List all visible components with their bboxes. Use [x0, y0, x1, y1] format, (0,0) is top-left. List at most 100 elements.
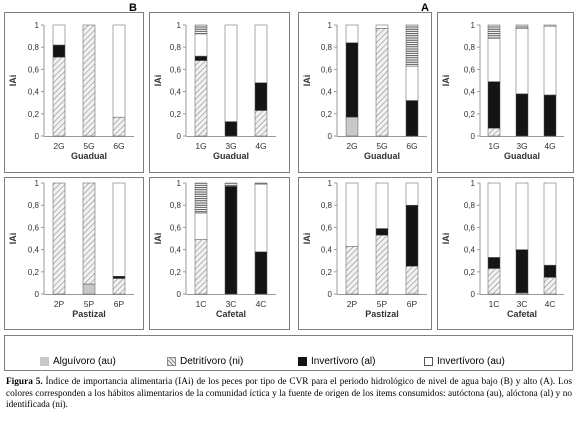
y-axis-label: IAi — [153, 75, 163, 87]
bar-segment-ni_det — [112, 278, 126, 295]
bar-segment-au_inv — [543, 182, 557, 266]
y-tick-label: 0 — [328, 290, 333, 299]
subplot-1: 0 0,2 0,4 0,6 0,8 1 IAi 2G 5G 6G Guadual — [4, 12, 144, 173]
x-tick-label: 4G — [544, 141, 555, 151]
y-tick-label: 0,4 — [464, 88, 476, 97]
y-tick-label: 0,8 — [321, 43, 333, 52]
x-tick-label: 1C — [196, 299, 207, 309]
y-tick-label: 0,2 — [464, 110, 476, 119]
x-tick-label: 3G — [516, 141, 527, 151]
bar-segment-au_inv — [52, 24, 66, 46]
y-axis-label: IAi — [8, 75, 18, 87]
y-tick-label: 1 — [471, 179, 476, 188]
y-tick-label: 0 — [328, 132, 333, 141]
legend-swatch-detritivoro — [167, 356, 176, 366]
y-tick-label: 0 — [35, 290, 40, 299]
bar-segment-al_inv — [515, 249, 529, 294]
y-tick-label: 0,4 — [170, 88, 182, 97]
subplot-frame — [149, 177, 290, 330]
bar-segment-al_inv — [224, 121, 238, 137]
y-tick-label: 0,4 — [28, 246, 40, 255]
x-tick-label: 1G — [195, 141, 206, 151]
y-tick-label: 0,6 — [464, 65, 476, 74]
legend-item-detritivoro: Detritívoro (ni) — [167, 354, 243, 368]
legend: Alguívoro (au) Detritívoro (ni) Invertív… — [40, 354, 550, 368]
bar-segment-al_stripe — [515, 24, 529, 29]
bar-segment-al_inv — [405, 204, 419, 267]
bar-segment-al_inv — [194, 55, 208, 61]
x-tick-label: 2G — [346, 141, 357, 151]
bar-segment-ni_det — [112, 116, 126, 137]
bar-segment-al_inv — [224, 186, 238, 295]
bar-segment-al_inv — [405, 100, 419, 137]
panel-label-b: B — [129, 2, 137, 14]
legend-item-alguivoro: Alguívoro (au) — [40, 354, 116, 368]
y-tick-label: 0,2 — [170, 110, 182, 119]
y-tick-label: 0,4 — [170, 246, 182, 255]
x-tick-label: 2P — [347, 299, 358, 309]
bar-segment-au_inv — [375, 24, 389, 29]
y-tick-label: 1 — [177, 179, 182, 188]
subplot-frame — [437, 12, 574, 173]
y-tick-label: 0,8 — [28, 201, 40, 210]
y-tick-label: 0,4 — [321, 246, 333, 255]
bar-segment-au_inv — [254, 183, 268, 253]
subplot-5: 0 0,2 0,4 0,6 0,8 1 IAi 2P 5P 6P Pastizal — [4, 177, 144, 330]
bar-segment-au_alg — [345, 116, 359, 137]
bar-segment-al_inv — [487, 81, 501, 129]
bar-segment-ni_det — [405, 266, 419, 295]
y-tick-label: 0 — [177, 132, 182, 141]
bar-segment-al_inv — [254, 251, 268, 295]
bar-segment-al_stripe — [487, 24, 501, 39]
legend-item-invertivoro-au: Invertívoro (au) — [424, 354, 505, 368]
subplot-frame — [4, 177, 144, 330]
bar-segment-au_inv — [254, 24, 268, 83]
bar-segment-au_inv — [487, 182, 501, 258]
bar-segment-au_inv — [405, 182, 419, 206]
caption-label: Figura 5. — [6, 377, 43, 387]
x-tick-label: 6P — [407, 299, 418, 309]
bar-segment-au_inv — [405, 65, 419, 101]
bar-segment-ni_det — [543, 277, 557, 295]
x-tick-label: 2G — [53, 141, 64, 151]
x-axis-label: Cafetal — [216, 309, 246, 319]
bar-segment-al_inv — [254, 82, 268, 111]
x-tick-label: 5G — [376, 141, 387, 151]
y-tick-label: 0,8 — [464, 43, 476, 52]
bar-segment-au_inv — [487, 38, 501, 82]
y-tick-label: 0 — [471, 290, 476, 299]
y-tick-label: 0,4 — [464, 246, 476, 255]
x-tick-label: 6G — [113, 141, 124, 151]
x-axis-label: Cafetal — [507, 309, 537, 319]
bar-segment-au_inv — [515, 182, 529, 250]
subplot-7: 0 0,2 0,4 0,6 0,8 1 IAi 2P 5P 6P Pastizal — [298, 177, 432, 330]
y-tick-label: 0,6 — [170, 223, 182, 232]
subplot-frame — [298, 177, 432, 330]
subplot-frame — [149, 12, 290, 173]
x-tick-label: 4C — [545, 299, 556, 309]
y-tick-label: 0,6 — [170, 65, 182, 74]
subplot-frame — [4, 12, 144, 173]
subplot-2: 0 0,2 0,4 0,6 0,8 1 IAi 1G 3G 4G Guadual — [149, 12, 290, 173]
bar-segment-ni_det — [82, 24, 96, 137]
bar-segment-au_inv — [543, 25, 557, 96]
bar-segment-al_stripe — [224, 182, 238, 187]
legend-label-alguivoro: Alguívoro (au) — [53, 355, 116, 367]
y-tick-label: 0,6 — [464, 223, 476, 232]
subplot-frame — [298, 12, 432, 173]
y-tick-label: 1 — [35, 21, 40, 30]
x-tick-label: 1C — [489, 299, 500, 309]
bar-segment-al_stripe — [194, 182, 208, 214]
y-tick-label: 0 — [177, 290, 182, 299]
y-tick-label: 0,8 — [170, 201, 182, 210]
x-tick-label: 5P — [84, 299, 95, 309]
bar-segment-al_inv — [487, 257, 501, 269]
x-tick-label: 5P — [377, 299, 388, 309]
legend-item-invertivoro-al: Invertívoro (al) — [298, 354, 375, 368]
subplot-3: 0 0,2 0,4 0,6 0,8 1 IAi 2G 5G 6G Guadual — [298, 12, 432, 173]
y-tick-label: 0,6 — [321, 223, 333, 232]
y-tick-label: 0,6 — [28, 223, 40, 232]
bar-segment-ni_det — [487, 127, 501, 137]
x-tick-label: 4G — [255, 141, 266, 151]
